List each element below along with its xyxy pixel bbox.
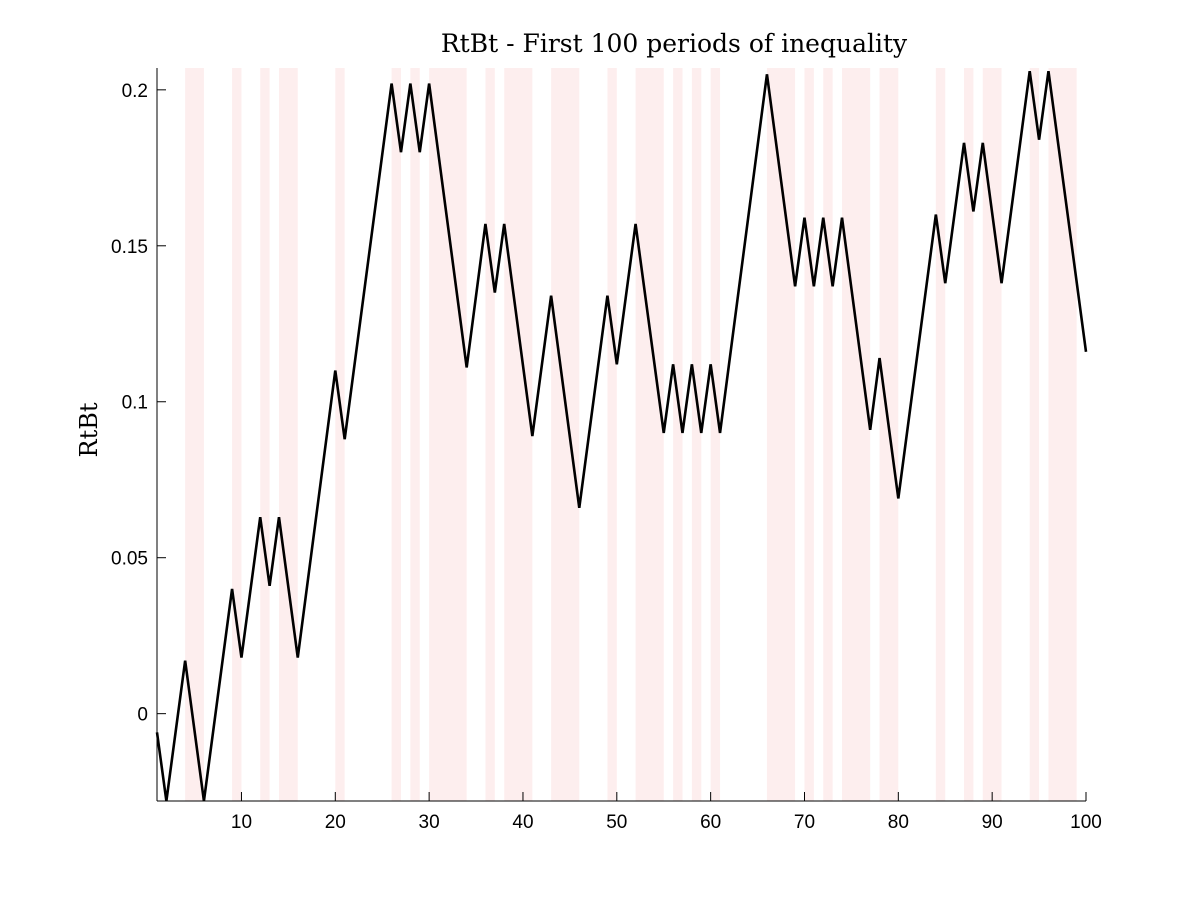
x-tick-label: 50 bbox=[606, 812, 627, 833]
chart-title: RtBt - First 100 periods of inequality bbox=[441, 29, 908, 58]
x-tick-label: 40 bbox=[512, 812, 533, 833]
shaded-period bbox=[335, 68, 345, 801]
shaded-period bbox=[485, 68, 495, 801]
series-line bbox=[155, 70, 1088, 802]
shaded-period bbox=[504, 68, 533, 801]
shaded-period bbox=[232, 68, 242, 801]
shaded-period bbox=[691, 68, 702, 801]
shaded-period bbox=[410, 68, 420, 801]
y-tick-label: 0.1 bbox=[122, 393, 148, 414]
y-tick-label: 0 bbox=[137, 705, 148, 726]
shaded-period bbox=[935, 68, 946, 801]
x-tick-label: 70 bbox=[794, 812, 815, 833]
y-tick-label: 0.2 bbox=[122, 81, 148, 102]
x-tick-label: 10 bbox=[231, 812, 252, 833]
shaded-period bbox=[607, 68, 617, 801]
series-group bbox=[155, 70, 1088, 802]
shaded-period bbox=[278, 68, 298, 801]
shaded-period bbox=[635, 68, 664, 801]
shaded-period bbox=[710, 68, 721, 801]
y-tick-label: 0.05 bbox=[111, 549, 148, 570]
shaded-period bbox=[1029, 68, 1040, 801]
shaded-period bbox=[964, 68, 974, 801]
shaded-period bbox=[391, 68, 401, 801]
shaded-period bbox=[823, 68, 833, 801]
x-tick-label: 90 bbox=[982, 812, 1003, 833]
shaded-period bbox=[673, 68, 683, 801]
x-tick-label: 30 bbox=[419, 812, 440, 833]
x-tick-label: 100 bbox=[1070, 812, 1102, 833]
x-tick-label: 80 bbox=[888, 812, 909, 833]
x-tick-label: 60 bbox=[700, 812, 721, 833]
axes bbox=[156, 68, 1086, 802]
shaded-period bbox=[429, 68, 467, 801]
shaded-periods bbox=[185, 68, 1077, 801]
shaded-period bbox=[982, 68, 1002, 801]
ticks: 10 20 30 40 50 60 70 80 90 100 0 0.05 0.1 0.15 0.2 bbox=[111, 81, 1102, 833]
shaded-period bbox=[551, 68, 580, 801]
shaded-period bbox=[804, 68, 814, 801]
x-tick-label: 20 bbox=[325, 812, 346, 833]
shaded-period bbox=[1048, 68, 1077, 801]
shaded-period bbox=[260, 68, 270, 801]
shaded-period bbox=[842, 68, 871, 801]
y-axis-label: RtBt bbox=[75, 402, 103, 457]
y-tick-label: 0.15 bbox=[111, 237, 148, 258]
shaded-period bbox=[185, 68, 204, 801]
